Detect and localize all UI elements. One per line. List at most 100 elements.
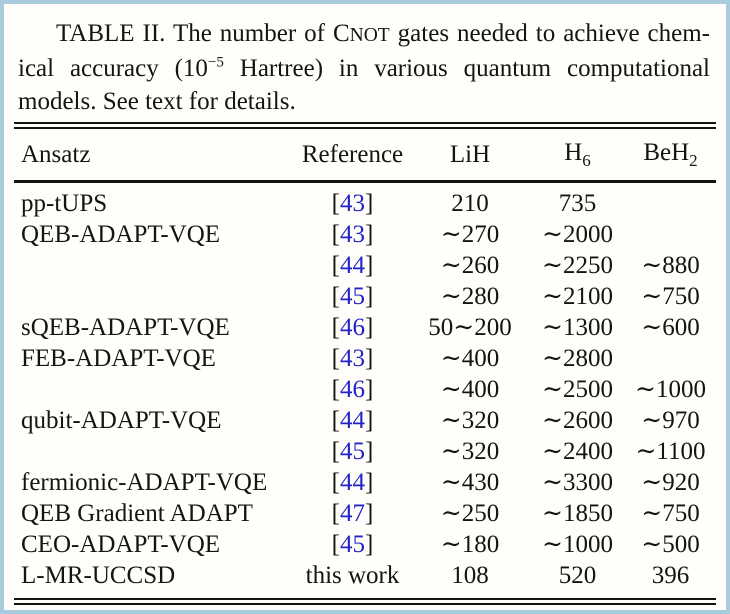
h6-count-cell: ∼2500 [542, 376, 613, 403]
citation-link[interactable]: 45 [340, 283, 365, 310]
h6-count-cell: ∼1850 [542, 500, 613, 527]
reference-cell: [46] [331, 376, 374, 403]
h6-count-cell: 735 [558, 190, 597, 217]
lih-count-cell: ∼430 [440, 469, 500, 496]
lih-count-cell: ∼320 [440, 407, 500, 434]
lih-count-cell: ∼260 [440, 252, 500, 279]
citation-link[interactable]: 45 [340, 438, 365, 465]
caption-line: ical accuracy (10−5 Hartree) in various … [18, 52, 710, 85]
caption-line: models. See text for details. [18, 85, 710, 118]
citation-link[interactable]: 43 [340, 221, 365, 248]
table-header: Ansatz Reference LiH H6 BeH2 [14, 129, 716, 183]
ansatz-cell: L-MR-UCCSD [21, 562, 176, 589]
lih-count-cell: ∼270 [440, 221, 500, 248]
reference-cell: [44] [331, 407, 374, 434]
top-double-rule [14, 122, 716, 129]
ansatz-cell: QEB Gradient ADAPT [21, 500, 253, 527]
ansatz-cell [14, 250, 295, 281]
ansatz-cell [14, 374, 295, 405]
beh2-count-cell: ∼970 [641, 407, 700, 434]
table-row: qubit-ADAPT-VQE [44] ∼320 ∼2600 ∼970 [14, 405, 716, 436]
lih-count-cell: ∼400 [440, 345, 500, 372]
h6-count-cell: ∼2600 [542, 407, 613, 434]
caption-segment-sup: −5 [207, 54, 224, 71]
column-header-beh2: BeH2 [625, 129, 716, 183]
ansatz-cell [14, 281, 295, 312]
ansatz-cell: qubit-ADAPT-VQE [21, 407, 222, 434]
table-row: QEB-ADAPT-VQE [43] ∼270 ∼2000 [14, 219, 716, 250]
reference-cell: [43] [331, 345, 374, 372]
table-row: CEO-ADAPT-VQE [45] ∼180 ∼1000 ∼500 [14, 529, 716, 560]
beh2-count-cell [625, 343, 716, 374]
column-header-lih: LiH [410, 129, 530, 183]
caption-line: TABLE II. The number of CNOT gates neede… [18, 17, 710, 52]
table-row: sQEB-ADAPT-VQE [46] 50∼200 ∼1300 ∼600 [14, 312, 716, 343]
beh2-count-cell [625, 182, 716, 220]
beh2-count-cell: 396 [651, 562, 690, 589]
ansatz-cell: FEB-ADAPT-VQE [21, 345, 216, 372]
cnot-count-table: Ansatz Reference LiH H6 BeH2 pp-tUPS [43] 210 7… [14, 129, 716, 591]
ansatz-cell: sQEB-ADAPT-VQE [21, 314, 230, 341]
reference-cell: [45] [331, 438, 374, 465]
reference-cell: [45] [331, 531, 374, 558]
column-header-reference: Reference [295, 129, 410, 183]
reference-cell: [45] [331, 283, 374, 310]
reference-cell: [44] [331, 469, 374, 496]
caption-segment: TABLE II. The number of [56, 20, 333, 47]
column-header-ansatz: Ansatz [14, 129, 295, 183]
column-header-h6: H6 [530, 129, 625, 183]
caption-segment: gates needed to achieve chem- [389, 20, 710, 47]
h6-count-cell: ∼2100 [542, 283, 613, 310]
beh2-count-cell: ∼880 [641, 252, 700, 279]
caption-segment: Hartree) in various quantum computationa… [223, 55, 711, 82]
beh2-count-cell: ∼1100 [635, 438, 706, 465]
lih-count-cell: 210 [451, 190, 489, 217]
reference-cell: [44] [331, 252, 374, 279]
table-row: [45] ∼320 ∼2400 ∼1100 [14, 436, 716, 467]
reference-cell: [43] [331, 221, 374, 248]
beh2-count-cell: ∼500 [641, 531, 700, 558]
table-row: QEB Gradient ADAPT [47] ∼250 ∼1850 ∼750 [14, 498, 716, 529]
lih-count-cell: ∼400 [440, 376, 500, 403]
lih-count-cell: ∼180 [440, 531, 500, 558]
table-row: [45] ∼280 ∼2100 ∼750 [14, 281, 716, 312]
lih-count-cell: ∼250 [440, 500, 500, 527]
h6-count-cell: ∼2000 [542, 221, 613, 248]
beh2-count-cell: ∼920 [641, 469, 700, 496]
h6-count-cell: ∼2250 [542, 252, 613, 279]
table-caption: TABLE II. The number of CNOT gates neede… [4, 4, 726, 118]
h6-count-cell: ∼1000 [542, 531, 613, 558]
citation-link[interactable]: 44 [340, 469, 365, 496]
table-body: pp-tUPS [43] 210 735 QEB-ADAPT-VQE [43] ∼270 ∼2… [14, 182, 716, 592]
citation-link[interactable]: 44 [340, 252, 365, 279]
lih-count-cell: 50∼200 [428, 314, 512, 341]
ansatz-cell: QEB-ADAPT-VQE [21, 221, 221, 248]
citation-link[interactable]: 47 [340, 500, 365, 527]
bottom-double-rule [14, 598, 716, 605]
reference-cell: [46] [331, 314, 374, 341]
table-row: FEB-ADAPT-VQE [43] ∼400 ∼2800 [14, 343, 716, 374]
citation-link[interactable]: 46 [340, 314, 365, 341]
column-header-subscript: 2 [689, 150, 698, 170]
beh2-count-cell: ∼1000 [635, 376, 706, 403]
table-row: [44] ∼260 ∼2250 ∼880 [14, 250, 716, 281]
h6-count-cell: ∼2800 [542, 345, 613, 372]
caption-segment: ical accuracy (10 [18, 55, 208, 82]
caption-segment-smallcaps: NOT [349, 25, 390, 46]
citation-link[interactable]: 44 [340, 407, 365, 434]
citation-link[interactable]: 43 [340, 345, 365, 372]
caption-segment: C [332, 20, 350, 47]
ansatz-cell [14, 436, 295, 467]
column-header-subscript: 6 [582, 150, 591, 170]
lih-count-cell: ∼280 [440, 283, 500, 310]
table-row: fermionic-ADAPT-VQE [44] ∼430 ∼3300 ∼920 [14, 467, 716, 498]
h6-count-cell: ∼1300 [542, 314, 613, 341]
citation-link[interactable]: 45 [340, 531, 365, 558]
citation-link[interactable]: 46 [340, 376, 365, 403]
lih-count-cell: 108 [451, 562, 489, 589]
citation-link[interactable]: 43 [340, 190, 365, 217]
table-header-row: Ansatz Reference LiH H6 BeH2 [14, 129, 716, 183]
reference-cell: this work [305, 562, 400, 589]
table-row: pp-tUPS [43] 210 735 [14, 182, 716, 220]
